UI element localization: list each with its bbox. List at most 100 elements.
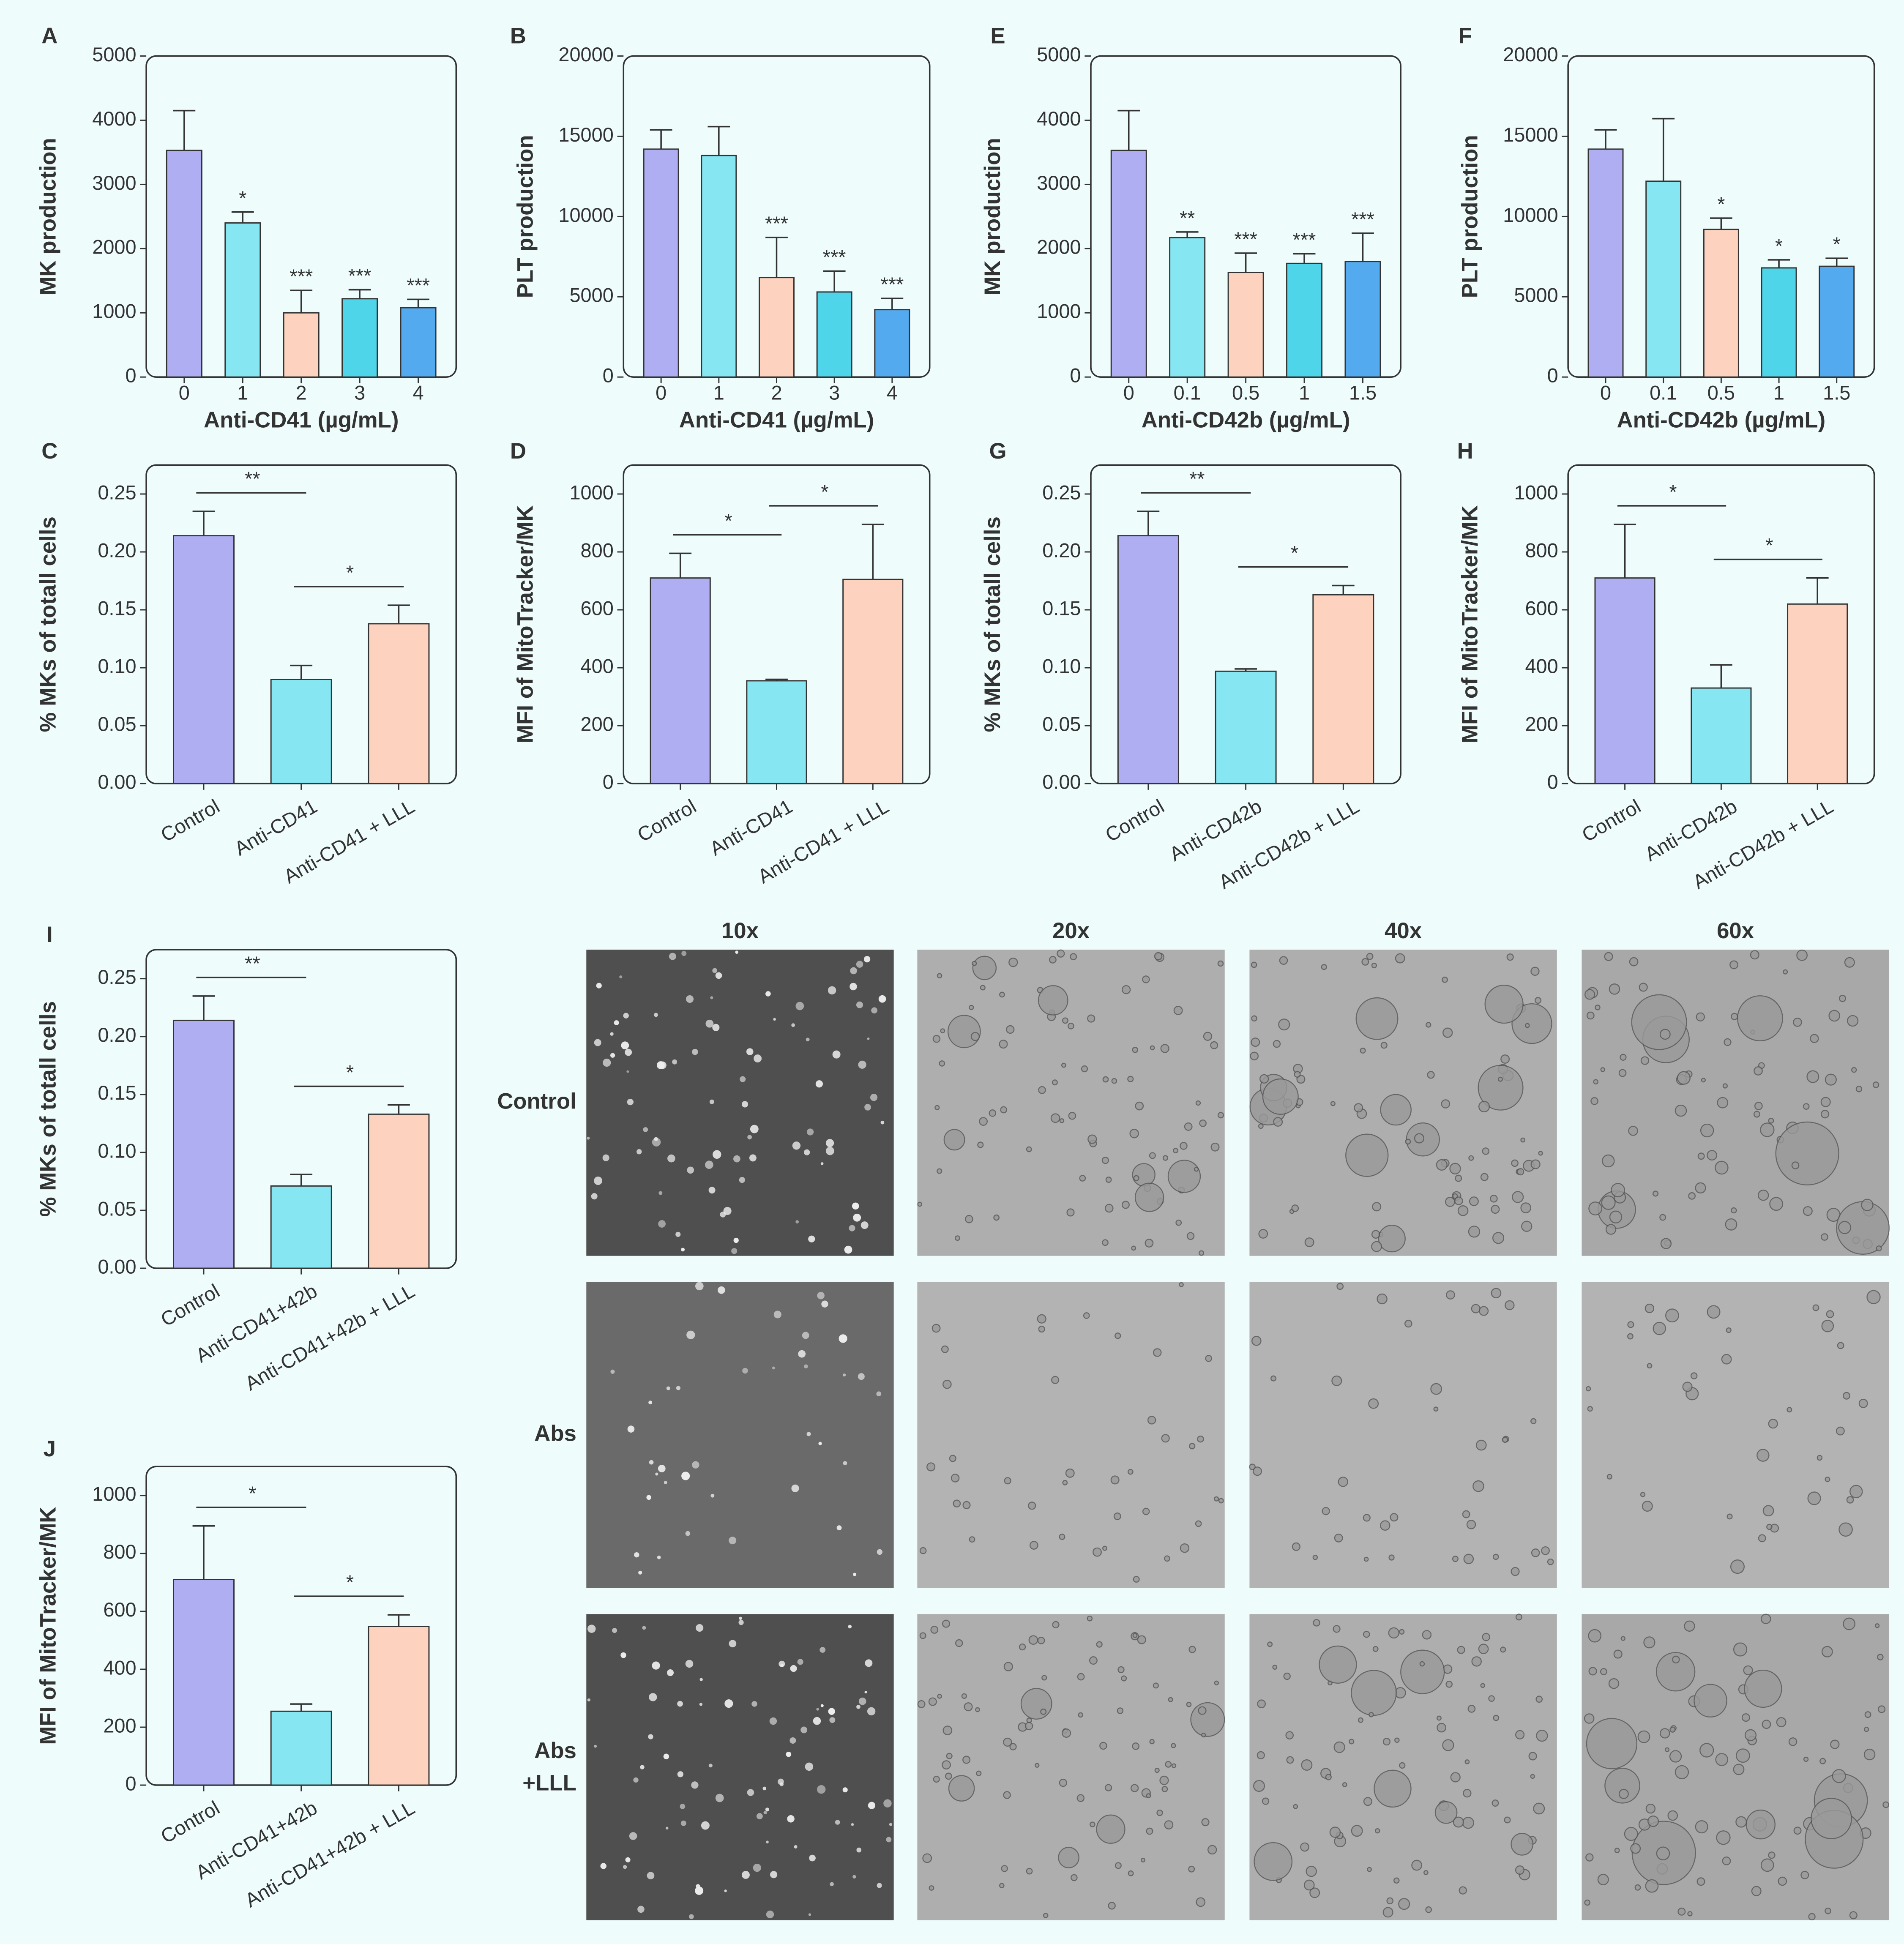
panel-letter: I (46, 922, 53, 947)
cell (1729, 960, 1738, 969)
cell (1590, 1097, 1598, 1105)
y-axis-title: % MKs of totall cells (36, 516, 60, 732)
cell (1821, 1319, 1834, 1332)
error-bar (407, 298, 429, 308)
cell (1322, 1507, 1330, 1515)
cell (1066, 1208, 1075, 1217)
cell (625, 1048, 632, 1056)
x-tick-label: Control (157, 1280, 223, 1331)
cell (1653, 1321, 1666, 1335)
cell (1334, 1534, 1343, 1543)
cell (1627, 1321, 1634, 1328)
cell (770, 1871, 778, 1878)
cell (1154, 952, 1163, 961)
bar (368, 623, 430, 784)
cell (1450, 1772, 1461, 1783)
cell (1716, 1830, 1731, 1845)
cell (708, 1187, 716, 1194)
cell (729, 1640, 737, 1648)
y-tick-label: 600 (103, 1599, 136, 1621)
cell (1863, 1726, 1869, 1732)
cell (1471, 1304, 1481, 1313)
cell (1006, 1025, 1015, 1034)
y-axis-title: MK production (36, 138, 60, 295)
cell (789, 1737, 796, 1744)
cell (1062, 1480, 1068, 1485)
cell (1374, 1769, 1412, 1808)
cell (806, 1038, 810, 1042)
cell (1393, 1877, 1400, 1884)
cell (1382, 1907, 1393, 1918)
cell (1471, 1656, 1482, 1667)
cell (1796, 950, 1808, 961)
cell (623, 1013, 629, 1018)
cell (1446, 1290, 1455, 1300)
bar (166, 150, 202, 378)
cell (1530, 1418, 1537, 1425)
cell (1388, 1627, 1400, 1639)
cell (853, 1213, 861, 1222)
bar (842, 579, 904, 784)
cell (804, 1364, 808, 1369)
cell (1081, 1065, 1088, 1073)
y-tick-label: 3000 (92, 172, 136, 194)
cell (1319, 1645, 1357, 1684)
cell (1664, 1747, 1670, 1752)
cell (619, 975, 623, 979)
cell (738, 1620, 744, 1625)
cell (1631, 994, 1687, 1050)
cell (1117, 1707, 1124, 1714)
cell (1730, 1559, 1745, 1574)
error-bar (348, 289, 371, 299)
cell (1132, 1742, 1140, 1750)
cell (1843, 1617, 1856, 1630)
cell (1133, 1175, 1139, 1181)
cell (852, 1875, 856, 1879)
error-bar (231, 211, 254, 223)
error-bar (1235, 252, 1257, 273)
micrograph (586, 1282, 894, 1588)
cell (825, 1147, 834, 1155)
y-tick-label: 200 (1525, 713, 1558, 735)
cell (1128, 1870, 1134, 1876)
cell (1640, 1492, 1646, 1497)
cell (1715, 1753, 1729, 1766)
cell (1134, 1182, 1164, 1212)
cell (1825, 1477, 1830, 1483)
cell (1584, 1899, 1590, 1906)
cell (1442, 976, 1448, 983)
cell (610, 1369, 615, 1374)
cell (1445, 1196, 1456, 1207)
cell (1760, 1858, 1774, 1872)
cell (1618, 1069, 1627, 1077)
cell (1153, 1348, 1162, 1357)
cell (815, 1080, 823, 1088)
cell (756, 1813, 763, 1819)
cell (1645, 1804, 1656, 1814)
cell (972, 956, 997, 980)
cell (672, 1059, 677, 1065)
cell (1803, 1103, 1810, 1110)
cell (1511, 1567, 1520, 1576)
cell (1330, 1101, 1336, 1106)
cell (1253, 1466, 1262, 1476)
cell (762, 1786, 767, 1791)
y-tick-label: 1000 (1037, 300, 1081, 322)
cell (1101, 1157, 1109, 1164)
cell (1741, 1713, 1750, 1722)
cell (754, 1054, 762, 1063)
cell (795, 1002, 804, 1010)
cell (1029, 1541, 1038, 1550)
y-tick-label: 0.15 (98, 597, 136, 619)
cell (1659, 1029, 1671, 1040)
cell (627, 1425, 635, 1433)
cell (941, 1345, 949, 1353)
cell (1333, 1741, 1345, 1753)
cell (665, 1827, 669, 1830)
cell (696, 1884, 700, 1889)
y-axis-title: PLT production (1457, 135, 1482, 298)
error-bar (192, 1525, 215, 1580)
cell (1491, 1205, 1500, 1214)
cell (1071, 1874, 1078, 1881)
cell (942, 1379, 952, 1389)
